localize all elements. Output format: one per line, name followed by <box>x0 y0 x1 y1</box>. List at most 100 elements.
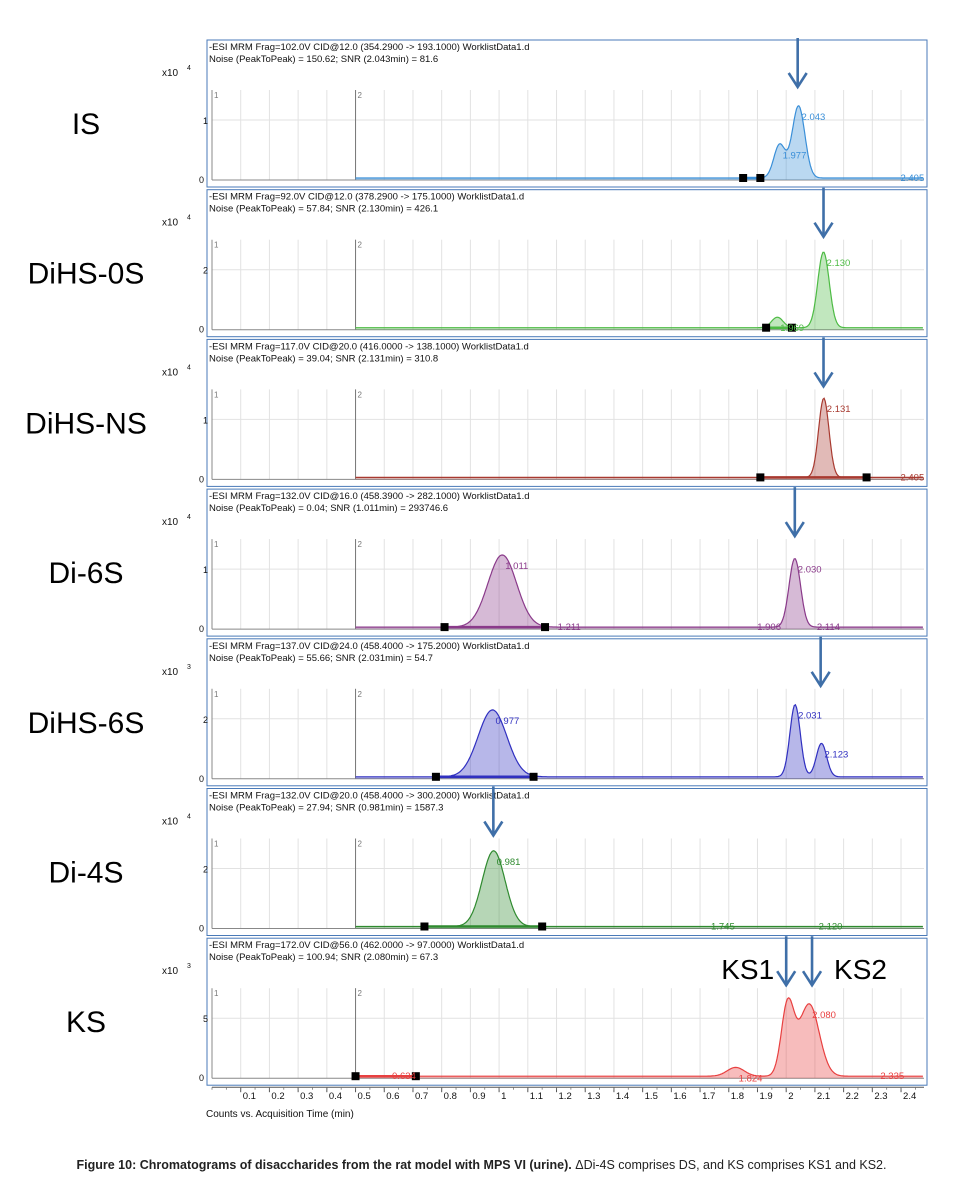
peak-label: 1.011 <box>505 561 528 572</box>
compound-label: DiHS-0S <box>28 258 145 291</box>
integration-marker <box>529 772 538 781</box>
y-tick-label: 0 <box>199 325 204 335</box>
integration-marker <box>762 323 771 332</box>
minor-peak-label: 1.211 <box>558 622 581 633</box>
integration-marker <box>756 473 765 482</box>
annotation-arrowhead <box>784 521 805 539</box>
integration-marker <box>862 473 871 482</box>
segment-label: 1 <box>214 91 219 100</box>
compound-label: IS <box>72 108 100 141</box>
x-tick-label: 2.3 <box>874 1091 887 1102</box>
segment-label: 2 <box>358 840 363 849</box>
x-tick-label: 0.5 <box>358 1091 371 1102</box>
peak-label: 1.824 <box>739 1073 763 1084</box>
caption-rest: ΔDi-4S comprises DS, and KS comprises KS… <box>571 1158 887 1172</box>
panel-dihs-6s: -ESI MRM Frag=137.0V CID@24.0 (458.4000 … <box>28 636 928 787</box>
minor-peak-label: 2.405 <box>900 472 924 483</box>
compound-label: DiHS-6S <box>28 707 145 740</box>
x-tick-label: 0.7 <box>415 1091 428 1102</box>
y-exponent: x10 <box>162 367 179 378</box>
x-tick-label: 1.8 <box>731 1091 744 1102</box>
peak-label: 1.969 <box>780 323 804 334</box>
y-exponent: x10 <box>162 817 179 828</box>
minor-peak-label: 2.114 <box>817 622 840 633</box>
segment-label: 1 <box>214 989 219 998</box>
x-tick-label: 1.6 <box>673 1091 686 1102</box>
y-tick-label: 0 <box>199 175 204 185</box>
y-tick-label: 0 <box>199 624 204 634</box>
y-exponent: x10 <box>162 517 179 528</box>
integration-marker <box>787 323 796 332</box>
segment-label: 1 <box>214 840 219 849</box>
y-exponent-power: 3 <box>187 664 191 671</box>
annotation-arrowhead <box>813 221 834 240</box>
x-tick-label: 1.4 <box>616 1091 629 1102</box>
annotation-arrowhead <box>813 371 834 389</box>
y-tick-label: 0 <box>199 774 204 784</box>
integration-marker <box>351 1072 360 1081</box>
panel-header-line2: Noise (PeakToPeak) = 150.62; SNR (2.043m… <box>209 54 438 65</box>
y-tick-label: 5 <box>203 1014 208 1024</box>
integration-marker <box>431 772 440 781</box>
panel-dihs-0s: -ESI MRM Frag=92.0V CID@12.0 (378.2900 -… <box>28 187 928 338</box>
segment-label: 1 <box>214 390 219 399</box>
minor-peak-label: 1.745 <box>711 922 735 933</box>
minor-peak-label: 1.906 <box>757 622 781 633</box>
y-exponent: x10 <box>162 68 179 79</box>
y-tick-label: 2 <box>203 715 208 725</box>
x-tick-label: 1.2 <box>559 1091 572 1102</box>
y-exponent: x10 <box>162 218 179 229</box>
y-tick-label: 0 <box>199 474 204 484</box>
panel-di-4s: -ESI MRM Frag=132.0V CID@20.0 (458.4000 … <box>48 786 928 936</box>
annotation-arrowhead <box>801 970 823 988</box>
compound-label: KS <box>66 1006 106 1039</box>
segment-label: 2 <box>358 540 363 549</box>
y-tick-label: 2 <box>203 865 208 875</box>
peak-label: 2.080 <box>812 1010 836 1021</box>
peak-label: 2.031 <box>798 711 822 722</box>
trace-fill <box>355 105 923 180</box>
x-tick-label: 1.7 <box>702 1091 715 1102</box>
segment-label: 2 <box>358 241 363 250</box>
segment-label: 1 <box>214 690 219 699</box>
x-axis-title: Counts vs. Acquisition Time (min) <box>206 1109 354 1120</box>
panel-header-line1: -ESI MRM Frag=102.0V CID@12.0 (354.2900 … <box>209 42 530 53</box>
trace-fill <box>355 555 923 630</box>
segment-label: 1 <box>214 540 219 549</box>
caption-bold: Figure 10: Chromatograms of disaccharide… <box>76 1158 572 1172</box>
integration-marker <box>440 623 449 632</box>
x-tick-label: 1.3 <box>587 1091 600 1102</box>
y-exponent-power: 4 <box>187 514 191 521</box>
y-tick-label: 0 <box>199 1073 204 1083</box>
integration-marker <box>739 174 748 182</box>
minor-peak-label: 0.634 <box>392 1071 416 1082</box>
trace-fill <box>355 704 923 779</box>
x-tick-label: 1.5 <box>645 1091 658 1102</box>
panel-is: -ESI MRM Frag=102.0V CID@12.0 (354.2900 … <box>72 38 928 188</box>
panel-ks: -ESI MRM Frag=172.0V CID@56.0 (462.0000 … <box>66 936 928 1086</box>
y-exponent-power: 4 <box>187 814 191 821</box>
annotation-arrowhead <box>776 970 797 988</box>
peak-label: 0.981 <box>497 857 521 868</box>
panel-header-line2: Noise (PeakToPeak) = 0.04; SNR (1.011min… <box>209 503 448 514</box>
trace-line <box>355 397 923 478</box>
x-axis: 0.1 0.2 0.3 0.4 0.5 0.6 0.7 0.8 0.9 1 1.1 1.2 1.3 1.4… <box>206 1086 924 1120</box>
x-tick-label: 0.1 <box>243 1091 256 1102</box>
integration-marker <box>541 623 550 632</box>
panel-dihs-ns: -ESI MRM Frag=117.0V CID@20.0 (416.0000 … <box>25 337 928 487</box>
panel-header-line1: -ESI MRM Frag=172.0V CID@56.0 (462.0000 … <box>209 940 524 951</box>
y-tick-label: 0 <box>199 924 204 934</box>
segment-label: 1 <box>214 241 219 250</box>
x-tick-label: 2.1 <box>817 1091 830 1102</box>
peak-label: 1.977 <box>783 151 807 162</box>
compound-label: Di-6S <box>48 557 123 590</box>
segment-label: 2 <box>358 690 363 699</box>
panel-header-line1: -ESI MRM Frag=117.0V CID@20.0 (416.0000 … <box>209 341 529 352</box>
minor-peak-label: 2.120 <box>819 922 843 933</box>
panel-header-line2: Noise (PeakToPeak) = 27.94; SNR (0.981mi… <box>209 803 443 814</box>
trace-line <box>355 105 923 179</box>
panel-header-line1: -ESI MRM Frag=137.0V CID@24.0 (458.4000 … <box>209 641 530 652</box>
peak-label: 2.043 <box>802 112 826 123</box>
panel-di-6s: -ESI MRM Frag=132.0V CID@16.0 (458.3900 … <box>48 487 928 637</box>
